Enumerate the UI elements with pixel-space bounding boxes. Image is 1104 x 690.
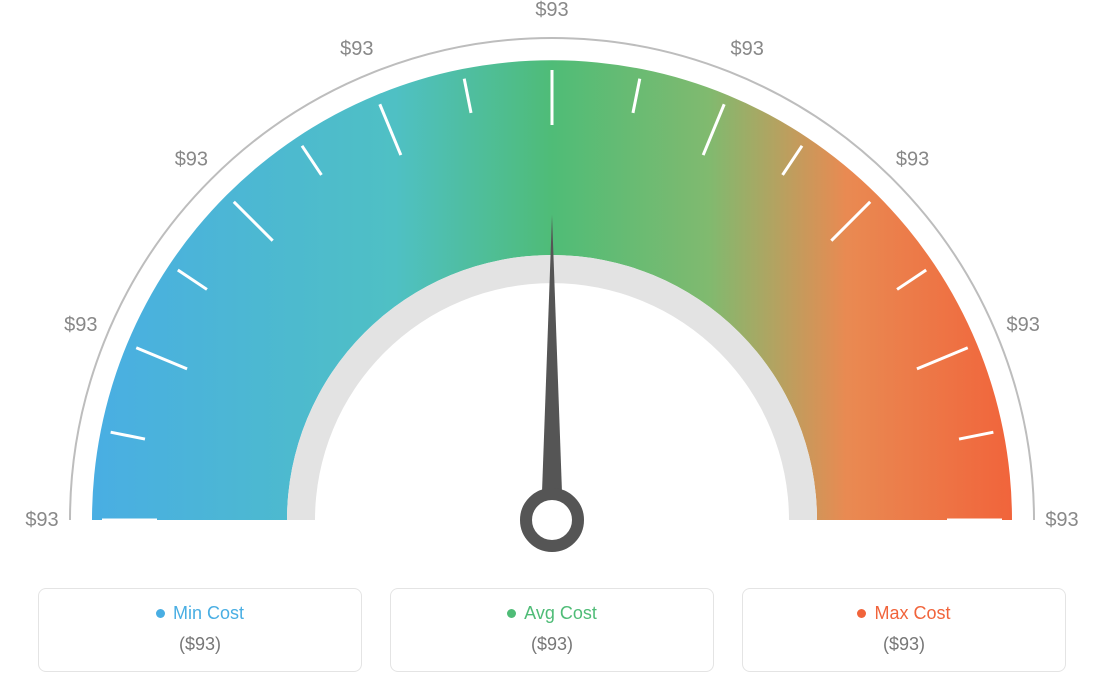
svg-text:$93: $93	[25, 509, 58, 531]
legend-title-avg: Avg Cost	[507, 603, 597, 624]
legend-value-avg: ($93)	[403, 634, 701, 655]
legend-dot-max	[857, 609, 866, 618]
svg-text:$93: $93	[175, 148, 208, 170]
chart-container: $93 $93 $93 $93 $93 $93 $93 $93 $93 Min Cost ($9…	[0, 0, 1104, 690]
svg-text:$93: $93	[896, 148, 929, 170]
legend-value-max: ($93)	[755, 634, 1053, 655]
gauge-svg: $93 $93 $93 $93 $93 $93 $93 $93 $93	[0, 0, 1104, 560]
svg-text:$93: $93	[535, 0, 568, 21]
svg-text:$93: $93	[1045, 509, 1078, 531]
legend-title-min: Min Cost	[156, 603, 244, 624]
svg-text:$93: $93	[340, 38, 373, 60]
legend-row: Min Cost ($93) Avg Cost ($93) Max Cost (…	[0, 588, 1104, 672]
legend-title-max: Max Cost	[857, 603, 950, 624]
svg-text:$93: $93	[1006, 314, 1039, 336]
legend-card-max: Max Cost ($93)	[742, 588, 1066, 672]
svg-text:$93: $93	[64, 314, 97, 336]
gauge-chart: $93 $93 $93 $93 $93 $93 $93 $93 $93	[0, 0, 1104, 560]
legend-label-max: Max Cost	[874, 603, 950, 624]
svg-text:$93: $93	[730, 38, 763, 60]
legend-card-avg: Avg Cost ($93)	[390, 588, 714, 672]
legend-label-avg: Avg Cost	[524, 603, 597, 624]
legend-card-min: Min Cost ($93)	[38, 588, 362, 672]
legend-value-min: ($93)	[51, 634, 349, 655]
legend-dot-min	[156, 609, 165, 618]
legend-dot-avg	[507, 609, 516, 618]
legend-label-min: Min Cost	[173, 603, 244, 624]
